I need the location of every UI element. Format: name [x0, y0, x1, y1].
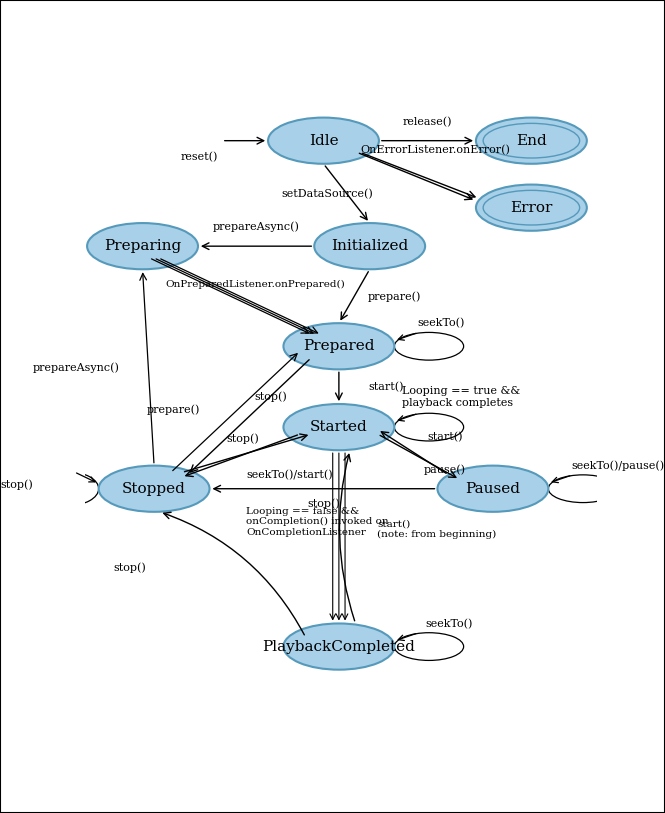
- Ellipse shape: [283, 404, 394, 450]
- Text: stop(): stop(): [226, 433, 259, 444]
- Text: Paused: Paused: [465, 482, 521, 496]
- Text: Stopped: Stopped: [122, 482, 186, 496]
- Text: release(): release(): [403, 116, 452, 127]
- Ellipse shape: [476, 118, 587, 163]
- Text: stop(): stop(): [307, 498, 340, 508]
- Text: Preparing: Preparing: [104, 239, 181, 253]
- Ellipse shape: [438, 466, 549, 512]
- Ellipse shape: [483, 124, 580, 158]
- Text: setDataSource(): setDataSource(): [281, 189, 373, 199]
- Text: reset(): reset(): [181, 152, 218, 163]
- Text: seekTo(): seekTo(): [418, 318, 465, 328]
- Text: Looping == false &&
onCompletion() invoked on
OnCompletionListener: Looping == false && onCompletion() invok…: [247, 506, 389, 537]
- Ellipse shape: [476, 185, 587, 231]
- Text: prepareAsync(): prepareAsync(): [33, 363, 120, 373]
- Text: seekTo()/start(): seekTo()/start(): [247, 469, 333, 480]
- Text: stop(): stop(): [1, 480, 33, 490]
- Text: start()
(note: from beginning): start() (note: from beginning): [378, 520, 497, 539]
- Ellipse shape: [87, 223, 198, 269]
- Text: Looping == true &&
playback completes: Looping == true && playback completes: [402, 386, 520, 408]
- Text: prepare(): prepare(): [368, 291, 422, 302]
- Text: OnPreparedListener.onPrepared(): OnPreparedListener.onPrepared(): [166, 280, 345, 289]
- Text: Initialized: Initialized: [331, 239, 408, 253]
- Text: seekTo()/pause(): seekTo()/pause(): [571, 460, 664, 471]
- Text: stop(): stop(): [254, 392, 287, 402]
- Ellipse shape: [98, 466, 209, 512]
- Text: start(): start(): [428, 433, 463, 442]
- Text: Prepared: Prepared: [303, 339, 374, 354]
- Text: prepareAsync(): prepareAsync(): [212, 222, 299, 233]
- Text: Error: Error: [510, 201, 553, 215]
- Text: stop(): stop(): [114, 563, 146, 573]
- Text: seekTo(): seekTo(): [425, 619, 473, 629]
- Ellipse shape: [283, 624, 394, 670]
- Text: Idle: Idle: [309, 133, 338, 148]
- Ellipse shape: [315, 223, 425, 269]
- Ellipse shape: [283, 324, 394, 369]
- Text: End: End: [516, 133, 547, 148]
- Text: Started: Started: [310, 420, 368, 434]
- Text: start(): start(): [368, 382, 404, 392]
- Text: PlaybackCompleted: PlaybackCompleted: [263, 640, 416, 654]
- Ellipse shape: [268, 118, 379, 163]
- Ellipse shape: [483, 190, 580, 225]
- Text: OnErrorListener.onError(): OnErrorListener.onError(): [360, 145, 510, 155]
- Text: pause(): pause(): [424, 464, 466, 475]
- Text: prepare(): prepare(): [146, 405, 200, 415]
